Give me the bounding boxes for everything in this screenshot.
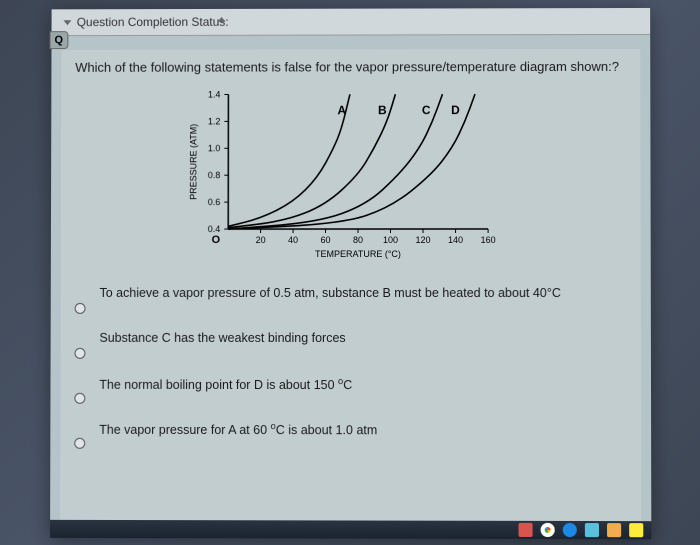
question-text: Which of the following statements is fal… (75, 59, 626, 75)
chrome-icon[interactable] (541, 523, 555, 537)
svg-text:1.0: 1.0 (208, 143, 220, 153)
mail-icon[interactable] (585, 523, 599, 537)
taskbar (50, 520, 651, 539)
option-text: To achieve a vapor pressure of 0.5 atm, … (100, 285, 561, 303)
option-text: Substance C has the weakest binding forc… (99, 330, 345, 348)
header-title: Question Completion Status: (77, 15, 229, 29)
vapor-pressure-chart: 0.4 0.6 0.8 1.0 1.2 1.4 20 40 60 80 100 120 140 160 O T… (180, 86, 520, 271)
svg-text:TEMPERATURE (°C): TEMPERATURE (°C) (315, 249, 401, 259)
store-icon[interactable] (629, 523, 643, 537)
svg-text:B: B (378, 103, 387, 117)
svg-text:C: C (422, 103, 431, 117)
ppt-icon[interactable] (519, 523, 533, 537)
q-tab[interactable]: Q (49, 31, 67, 49)
svg-text:20: 20 (256, 235, 266, 245)
svg-text:0.4: 0.4 (208, 224, 220, 234)
photo-background: Question Completion Status: Q Which of t… (0, 0, 700, 545)
svg-text:A: A (337, 104, 346, 118)
svg-text:100: 100 (383, 235, 398, 245)
svg-text:0.8: 0.8 (208, 170, 220, 180)
svg-text:80: 80 (353, 235, 363, 245)
answer-options: To achieve a vapor pressure of 0.5 atm, … (74, 285, 627, 450)
folder-icon[interactable] (607, 523, 621, 537)
edge-icon[interactable] (563, 523, 577, 537)
radio-button[interactable] (74, 438, 85, 449)
svg-text:60: 60 (321, 235, 331, 245)
answer-option[interactable]: The vapor pressure for A at 60 oC is abo… (74, 420, 627, 450)
answer-option[interactable]: Substance C has the weakest binding forc… (74, 330, 626, 359)
svg-text:1.4: 1.4 (208, 90, 220, 100)
svg-text:PRESSURE (ATM): PRESSURE (ATM) (188, 124, 198, 200)
option-text: The normal boiling point for D is about … (99, 375, 352, 395)
svg-text:140: 140 (448, 235, 463, 245)
svg-text:160: 160 (481, 235, 496, 245)
svg-text:O: O (212, 234, 221, 246)
svg-text:D: D (451, 103, 460, 117)
answer-option[interactable]: To achieve a vapor pressure of 0.5 atm, … (75, 285, 627, 314)
svg-text:120: 120 (416, 235, 431, 245)
radio-button[interactable] (74, 348, 85, 359)
svg-text:0.6: 0.6 (208, 197, 220, 207)
question-panel: Which of the following statements is fal… (60, 49, 641, 530)
screen: Question Completion Status: Q Which of t… (50, 8, 651, 539)
answer-option[interactable]: The normal boiling point for D is about … (74, 375, 627, 405)
radio-button[interactable] (75, 303, 86, 314)
option-text: The vapor pressure for A at 60 oC is abo… (99, 420, 377, 440)
svg-text:40: 40 (288, 235, 298, 245)
svg-text:1.2: 1.2 (208, 116, 220, 126)
completion-status-header: Question Completion Status: (52, 8, 651, 36)
radio-button[interactable] (74, 393, 85, 404)
